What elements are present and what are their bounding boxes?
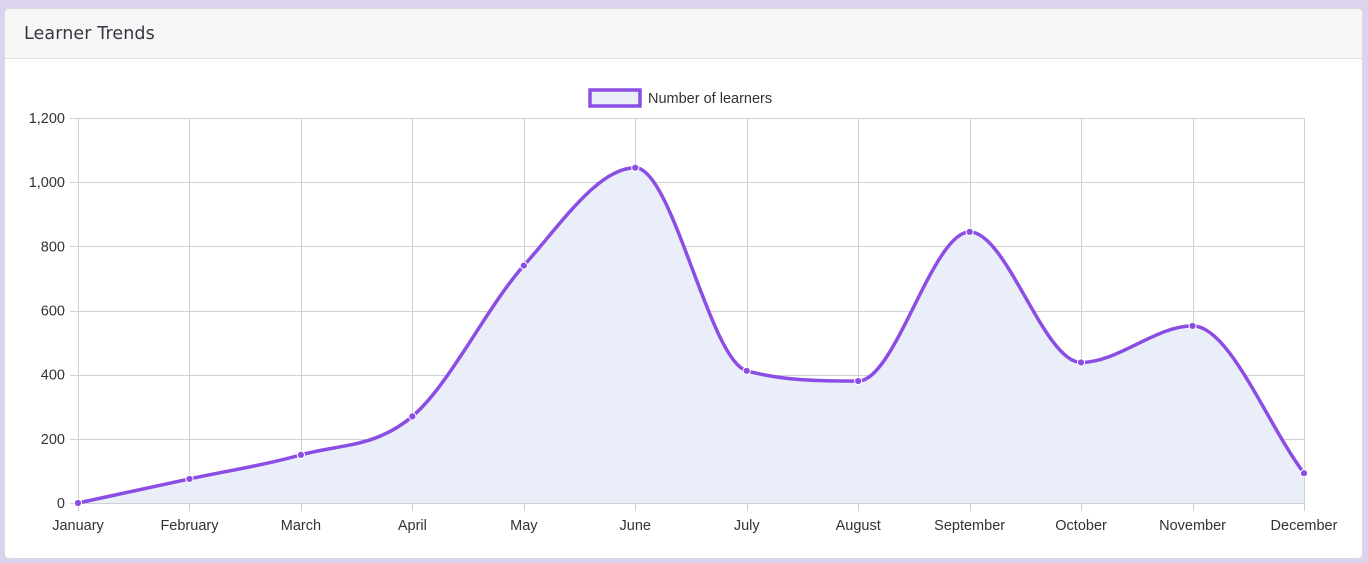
data-point-april[interactable] [408,412,417,421]
series-points [73,163,1309,508]
data-point-october[interactable] [1076,358,1086,367]
legend-swatch[interactable] [588,88,642,108]
x-tick-label: December [1271,518,1338,534]
x-tick-label: April [398,518,427,534]
data-point-august[interactable] [854,376,863,386]
data-point-november[interactable] [1188,321,1197,330]
series-area-fill [78,167,1304,503]
data-point-december[interactable] [1299,469,1309,478]
legend-label-number-of-learners[interactable]: Number of learners [648,91,772,107]
x-tick-label: February [160,518,219,534]
card-title: Learner Trends [24,23,155,44]
x-tick-label: November [1159,518,1226,534]
y-tick-label: 0 [57,496,65,512]
series-line [76,165,1306,505]
data-point-february[interactable] [185,474,194,484]
data-point-july[interactable] [742,366,751,375]
x-tick-label: June [620,518,651,534]
data-point-may[interactable] [519,261,528,270]
data-point-march[interactable] [296,450,306,459]
data-point-june[interactable] [631,163,640,172]
x-tick-label: May [510,518,538,534]
data-point-september[interactable] [965,227,974,236]
x-tick-label: October [1055,518,1107,534]
y-tick-label: 600 [41,304,65,320]
y-tick-label: 1,200 [29,111,65,127]
x-tick-label: August [836,518,881,534]
data-point-january[interactable] [73,498,83,508]
x-tick-label: March [281,518,321,534]
x-tick-label: July [734,518,761,534]
x-tick-label: September [934,518,1005,534]
y-axis-labels: 0 200 400 600 800 1,000 1,200 [29,111,65,512]
y-tick-label: 200 [41,432,65,448]
y-tick-label: 800 [41,239,65,255]
y-tick-label: 1,000 [29,175,65,191]
x-axis-labels: January February March April May June July Augu… [52,518,1337,534]
chart-legend[interactable]: Number of learners [588,88,772,108]
y-tick-label: 400 [41,368,65,384]
card-header: Learner Trends [5,9,1362,59]
x-tick-label: January [52,518,104,534]
